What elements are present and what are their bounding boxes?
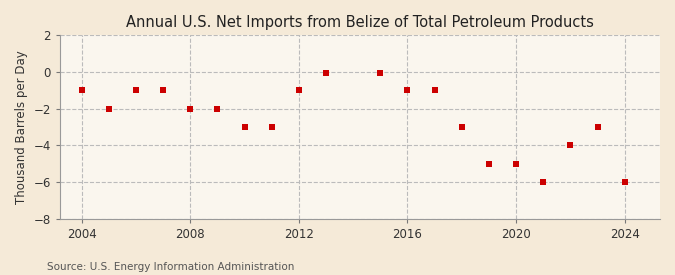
Title: Annual U.S. Net Imports from Belize of Total Petroleum Products: Annual U.S. Net Imports from Belize of T… [126, 15, 594, 30]
Text: Source: U.S. Energy Information Administration: Source: U.S. Energy Information Administ… [47, 262, 294, 272]
Y-axis label: Thousand Barrels per Day: Thousand Barrels per Day [15, 50, 28, 204]
